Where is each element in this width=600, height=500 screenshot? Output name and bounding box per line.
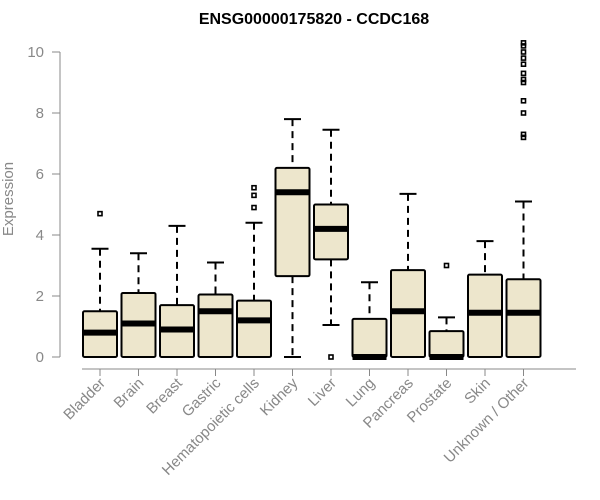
box-4 xyxy=(236,184,272,359)
outlier-point xyxy=(520,70,527,77)
box-9 xyxy=(428,262,465,360)
box-iqr xyxy=(351,317,388,358)
y-tick-label: 0 xyxy=(36,349,44,366)
box-0 xyxy=(82,210,118,358)
y-ticks: 0 2 4 6 8 10 xyxy=(27,44,60,366)
outlier-point xyxy=(520,134,527,141)
outlier-point xyxy=(443,262,450,269)
box-10 xyxy=(467,240,503,358)
outlier-point xyxy=(520,110,527,116)
y-tick-label: 4 xyxy=(36,227,44,244)
box-5 xyxy=(274,118,311,358)
boxes xyxy=(82,40,542,360)
outlier-point xyxy=(251,204,257,211)
outlier-point xyxy=(520,61,527,68)
y-axis-label: Expression xyxy=(0,162,17,236)
x-tick-label: Liver xyxy=(305,375,340,410)
box-8 xyxy=(390,192,426,359)
box-iqr xyxy=(274,166,311,278)
chart-title: ENSG00000175820 - CCDC168 xyxy=(199,11,429,28)
x-tick-label: Lung xyxy=(343,375,379,411)
y-tick-label: 10 xyxy=(27,44,44,61)
outlier-point xyxy=(520,40,527,46)
outlier-point xyxy=(328,354,334,360)
box-iqr xyxy=(197,293,234,359)
outlier-point xyxy=(97,210,103,217)
box-3 xyxy=(197,261,234,359)
box-iqr xyxy=(428,330,465,359)
outlier-point xyxy=(251,184,257,191)
box-11 xyxy=(505,40,542,359)
box-6 xyxy=(313,128,349,360)
y-tick-label: 8 xyxy=(36,105,44,122)
outlier-point xyxy=(251,192,257,199)
box-iqr xyxy=(505,278,542,359)
outlier-point xyxy=(520,55,527,61)
x-tick-label: Bladder xyxy=(60,375,109,424)
box-iqr xyxy=(313,203,349,261)
box-7 xyxy=(351,281,388,360)
outlier-point xyxy=(520,79,527,86)
outlier-point xyxy=(520,131,527,138)
box-iqr xyxy=(236,299,272,359)
x-tick-label: Kidney xyxy=(257,374,302,419)
y-tick-label: 2 xyxy=(36,288,44,305)
x-tick-label: Skin xyxy=(461,375,494,408)
box-1 xyxy=(120,252,157,359)
outlier-point xyxy=(520,49,527,55)
box-2 xyxy=(159,224,195,358)
outlier-point xyxy=(520,43,527,49)
x-tick-label: Brain xyxy=(111,375,148,412)
box-iqr xyxy=(467,273,503,358)
outlier-point xyxy=(520,98,527,104)
y-tick-label: 6 xyxy=(36,166,44,183)
outlier-point xyxy=(520,76,527,83)
